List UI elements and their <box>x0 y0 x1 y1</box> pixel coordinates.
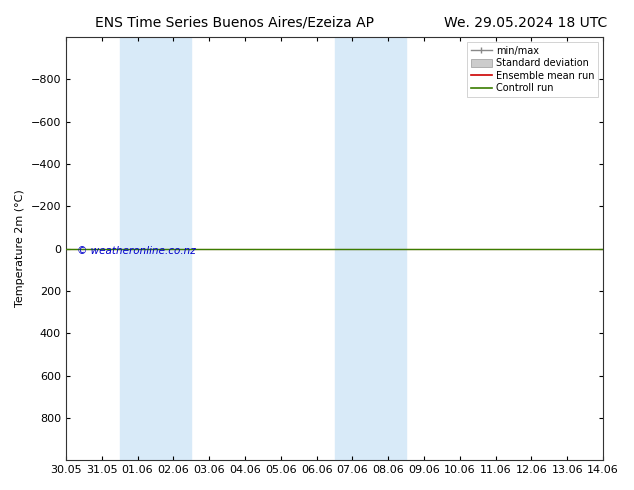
Y-axis label: Temperature 2m (°C): Temperature 2m (°C) <box>15 190 25 307</box>
Text: We. 29.05.2024 18 UTC: We. 29.05.2024 18 UTC <box>444 16 607 30</box>
Text: © weatheronline.co.nz: © weatheronline.co.nz <box>77 246 195 256</box>
Bar <box>335 37 406 460</box>
Bar <box>120 37 191 460</box>
Legend: min/max, Standard deviation, Ensemble mean run, Controll run: min/max, Standard deviation, Ensemble me… <box>467 42 598 97</box>
Text: ENS Time Series Buenos Aires/Ezeiza AP: ENS Time Series Buenos Aires/Ezeiza AP <box>95 16 374 30</box>
